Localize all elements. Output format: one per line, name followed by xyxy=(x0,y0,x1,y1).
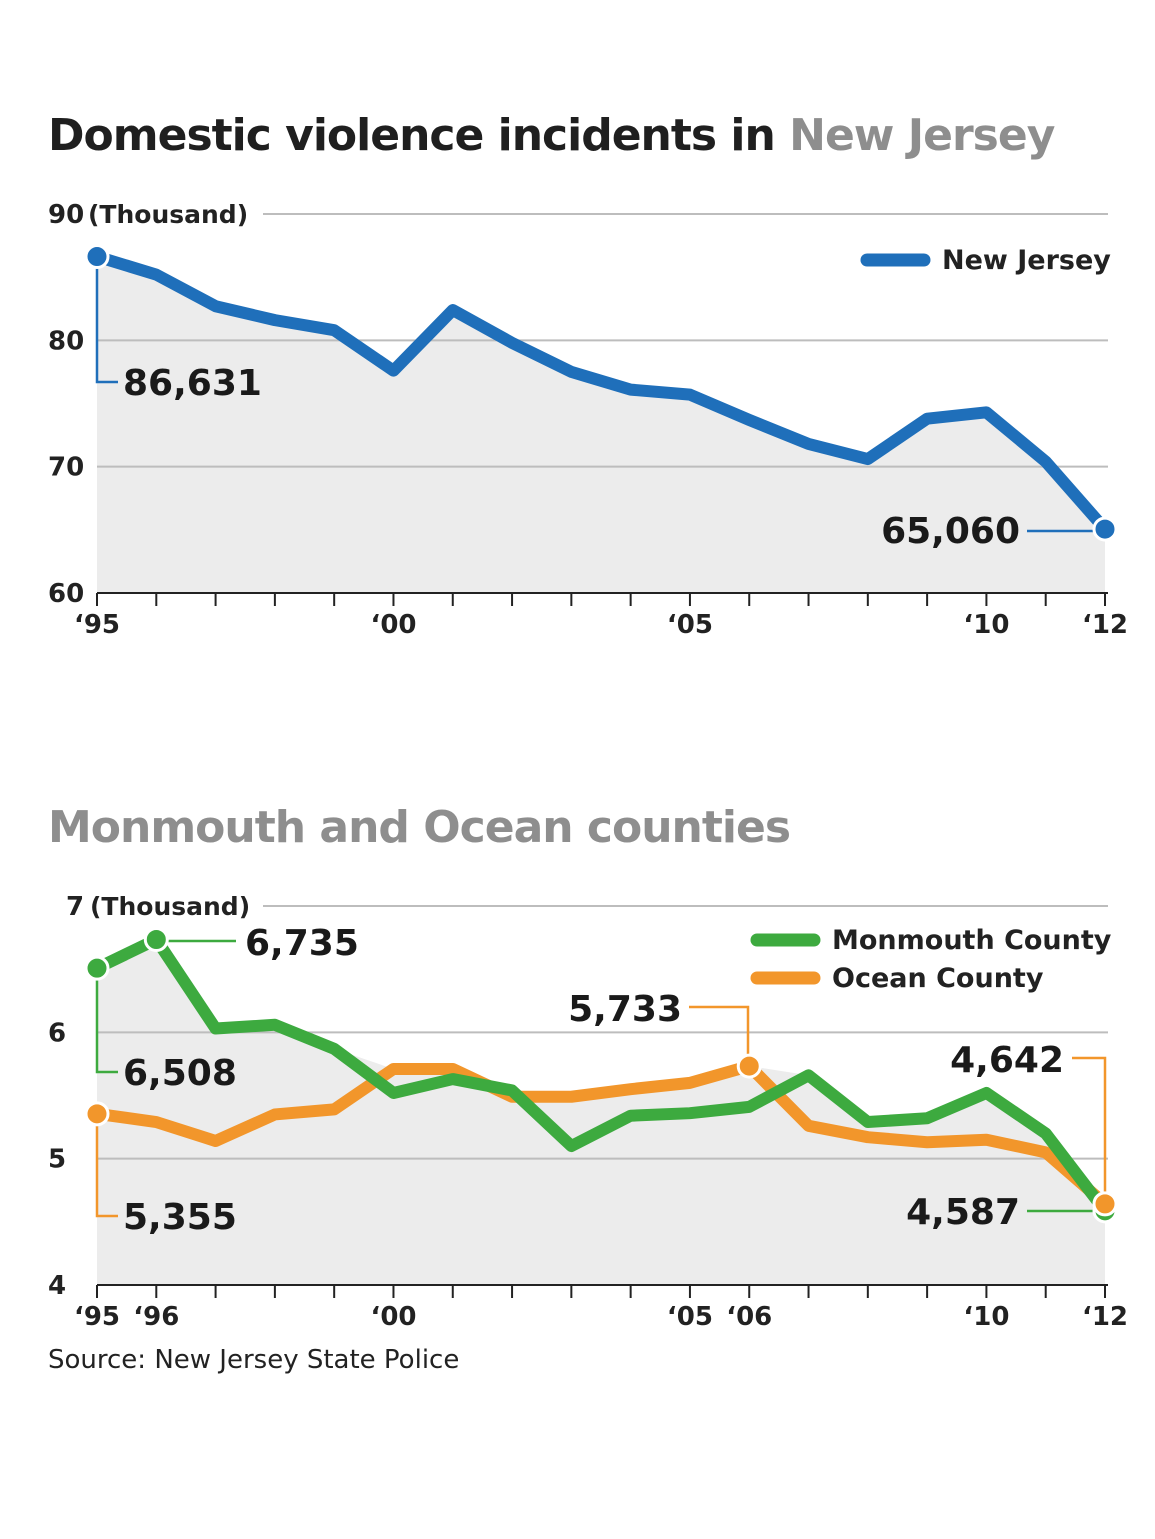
chart2-y-axis-unit: (Thousand) xyxy=(90,892,250,921)
chart1-title-text: Domestic violence incidents in xyxy=(48,110,790,161)
chart1-x-tick-label: ‘00 xyxy=(370,610,416,640)
chart1-y-tick-label: 80 xyxy=(48,326,84,356)
chart2-title: Monmouth and Ocean counties xyxy=(48,802,791,853)
chart1-data-label: 86,631 xyxy=(123,363,262,404)
chart1-data-label: 65,060 xyxy=(881,511,1020,552)
chart2-data-label: 6,508 xyxy=(123,1053,237,1094)
chart2-data-point-marker xyxy=(1092,1191,1118,1217)
source-note: Source: New Jersey State Police xyxy=(48,1345,460,1375)
chart2-x-tick-label: ‘12 xyxy=(1082,1302,1128,1332)
chart2-data-label: 5,733 xyxy=(568,989,682,1030)
chart1-x-tick-label: ‘95 xyxy=(74,610,120,640)
chart2-y-tick-label: 6 xyxy=(48,1018,66,1048)
chart2-y-tick-label: 4 xyxy=(48,1271,66,1301)
chart2-x-tick-label: ‘05 xyxy=(667,1302,713,1332)
chart2-legend-label-0: Monmouth County xyxy=(832,925,1112,956)
chart2-x-tick-label: ‘95 xyxy=(74,1302,120,1332)
chart2-data-point-marker xyxy=(143,926,169,952)
chart1-y-tick-label: 60 xyxy=(48,579,84,609)
chart2-data-label: 4,642 xyxy=(950,1040,1064,1081)
chart1-data-point-marker xyxy=(84,244,110,270)
chart1-title-highlight: New Jersey xyxy=(789,110,1055,161)
chart1-y-axis-unit: (Thousand) xyxy=(88,200,248,229)
chart2-data-point-marker xyxy=(84,955,110,981)
chart2-callout-line xyxy=(95,968,118,1074)
chart1-data-point-marker xyxy=(1092,516,1118,542)
chart1-x-tick-label: ‘05 xyxy=(667,610,713,640)
chart2-x-tick-label: ‘00 xyxy=(370,1302,416,1332)
chart2-data-point-marker xyxy=(84,1101,110,1127)
new-jersey-chart: 60 70 80 90 (Thousand) ‘95 ‘00 ‘05 ‘10 ‘12 New Jer… xyxy=(48,200,1128,640)
chart2-data-point-marker xyxy=(736,1053,762,1079)
chart1-y-tick-label: 90 xyxy=(48,200,84,230)
chart2-x-tick-label: ‘06 xyxy=(726,1302,772,1332)
chart1-x-tick-label: ‘12 xyxy=(1082,610,1128,640)
chart2-data-label: 5,355 xyxy=(123,1197,237,1238)
chart2-legend-label-1: Ocean County xyxy=(832,963,1044,994)
chart1-series-line-0 xyxy=(91,250,1111,536)
chart2-x-tick-label: ‘96 xyxy=(133,1302,179,1332)
chart2-callout-line xyxy=(689,1005,750,1069)
chart2-callout-line xyxy=(1072,1056,1107,1202)
chart1-x-tick-label: ‘10 xyxy=(963,610,1009,640)
chart2-series-line-1 xyxy=(91,1060,1111,1210)
chart1-title: Domestic violence incidents in New Jerse… xyxy=(48,110,1055,161)
chart1-callout-line xyxy=(95,256,118,384)
chart2-data-label: 4,587 xyxy=(906,1192,1020,1233)
chart2-area-fill xyxy=(97,939,1105,1285)
chart2-x-tick-label: ‘10 xyxy=(963,1302,1009,1332)
chart2-y-tick-label: 7 xyxy=(66,892,84,922)
chart2-callout-line xyxy=(95,1113,118,1218)
chart2-y-tick-label: 5 xyxy=(48,1145,66,1175)
chart2-data-label: 6,735 xyxy=(245,923,359,964)
chart2-series-line-0 xyxy=(91,933,1111,1217)
chart1-y-tick-label: 70 xyxy=(48,453,84,483)
chart1-legend-label-0: New Jersey xyxy=(942,245,1111,276)
